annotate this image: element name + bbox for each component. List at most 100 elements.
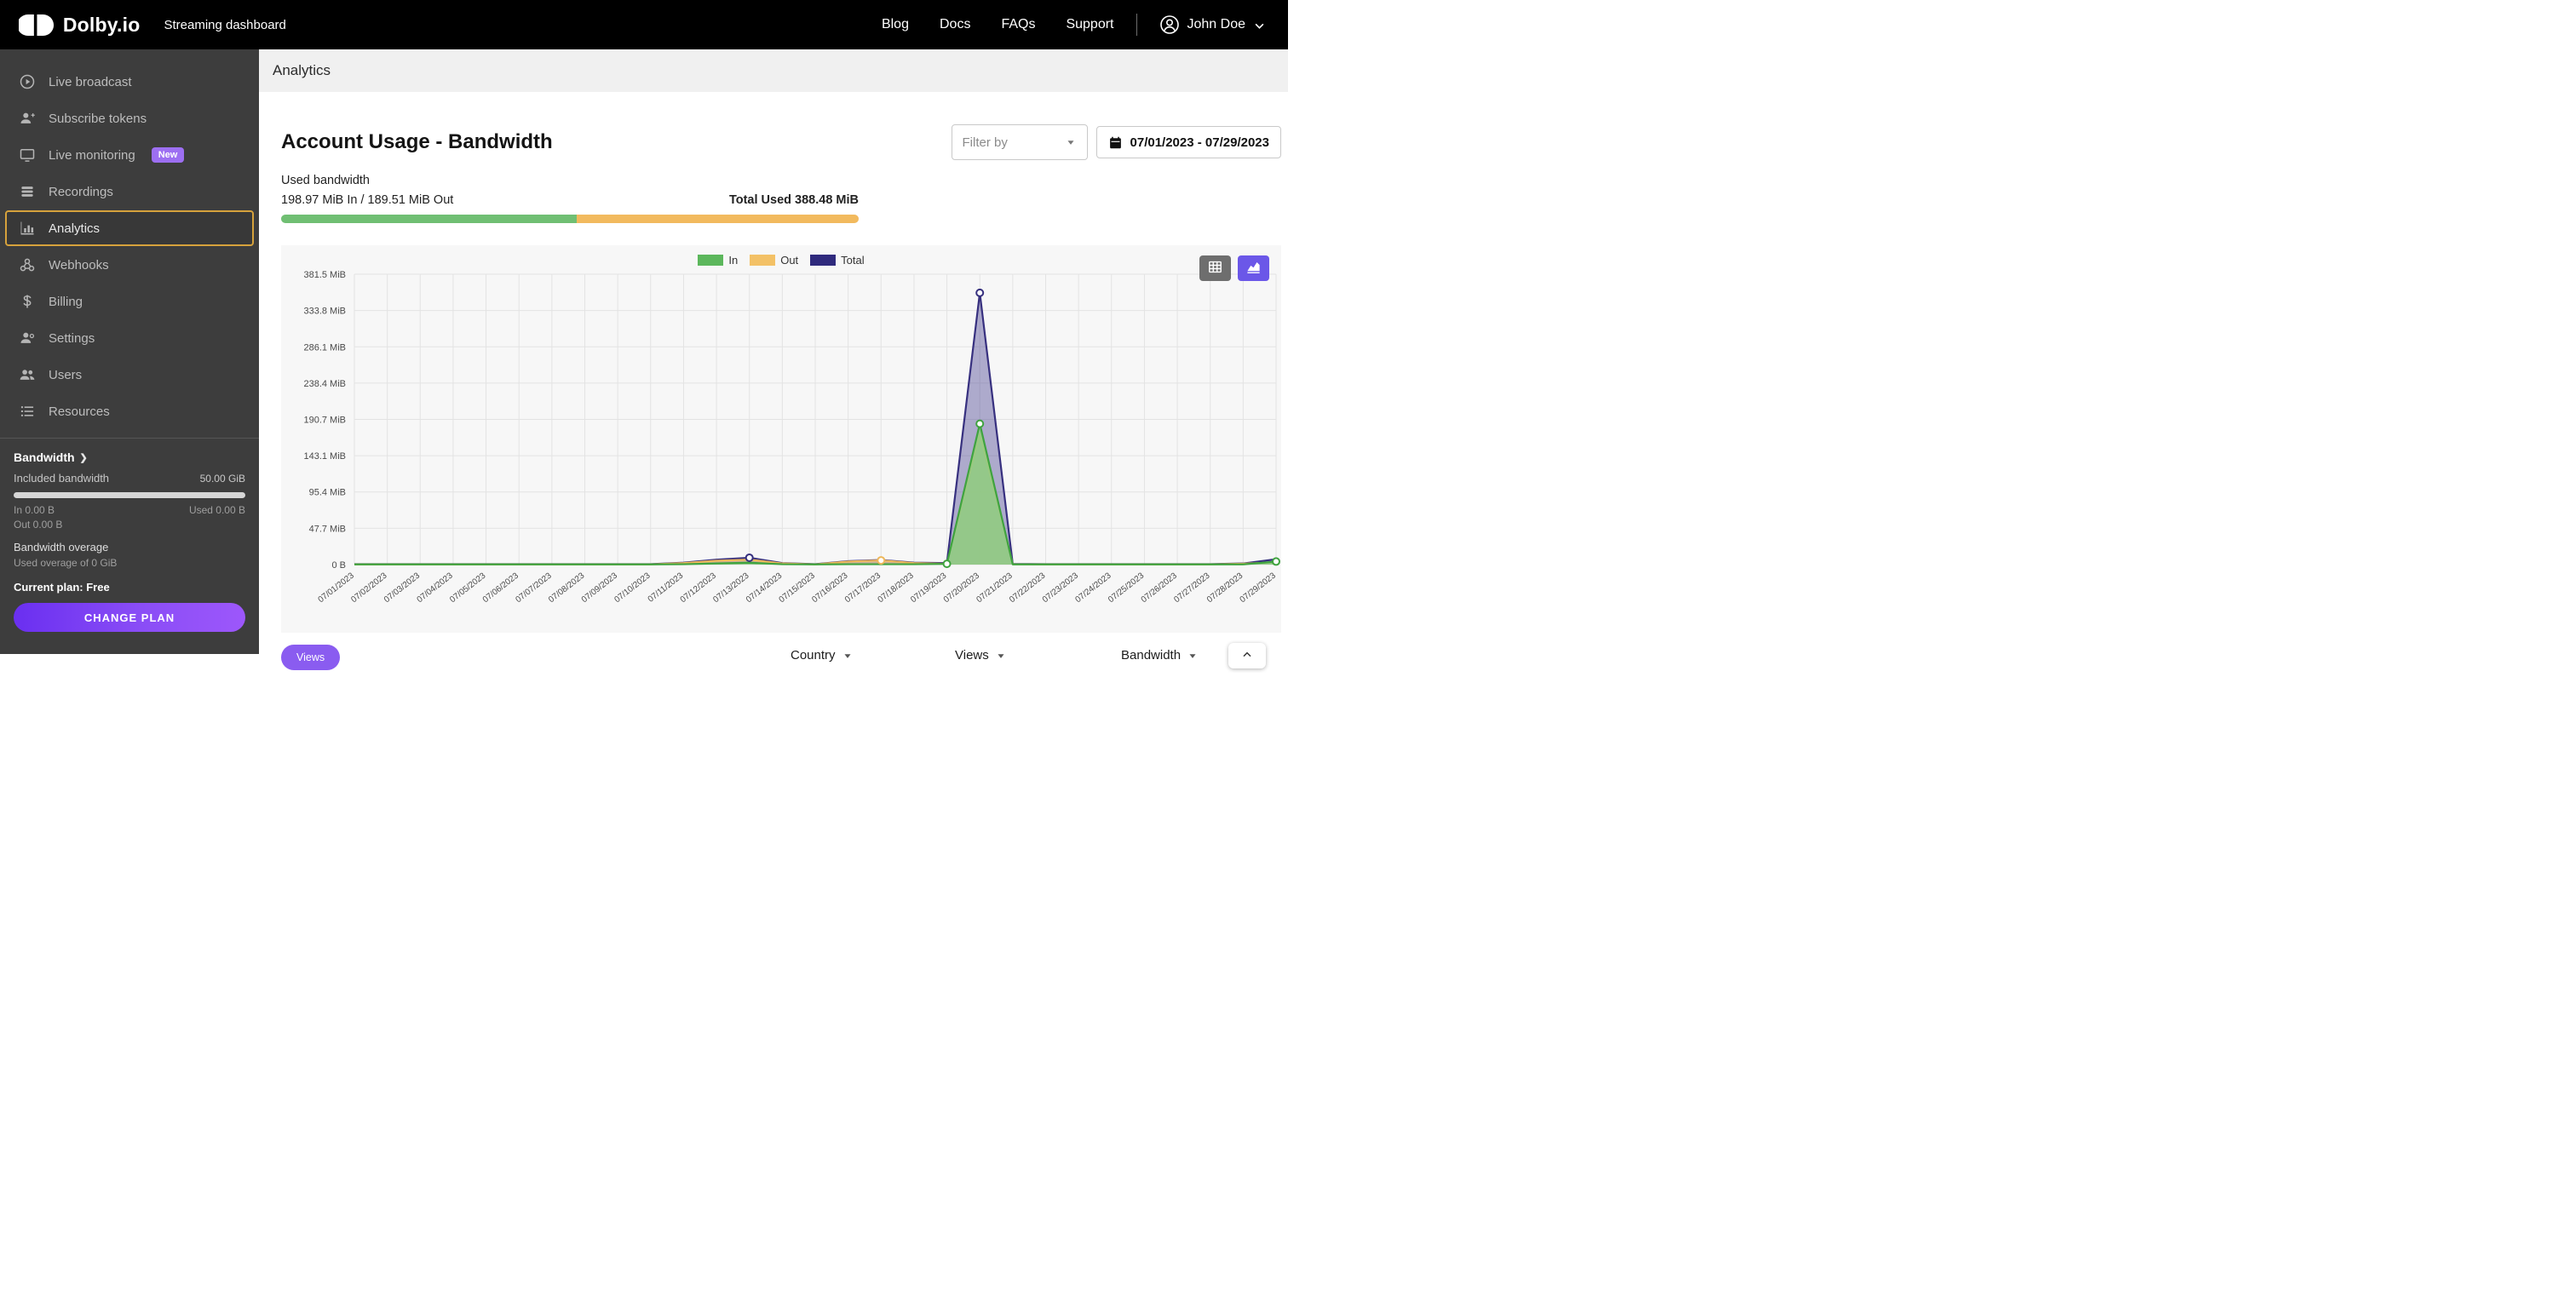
resources-icon — [19, 403, 36, 420]
column-header-bandwidth[interactable]: Bandwidth — [1121, 648, 1199, 663]
bandwidth-progress-bar — [14, 492, 245, 498]
user-avatar-icon — [1159, 14, 1180, 35]
legend-label: Total — [841, 253, 865, 267]
calendar-icon — [1108, 135, 1123, 150]
dolby-logo[interactable]: Dolby.io — [19, 14, 140, 37]
in-out-value: 198.97 MiB In / 189.51 MiB Out — [281, 193, 454, 207]
sidebar-item-label: Live broadcast — [49, 74, 132, 89]
bandwidth-section-title: Bandwidth — [14, 450, 75, 464]
legend-swatch — [750, 254, 776, 266]
settings-icon — [19, 330, 36, 347]
svg-text:07/29/2023: 07/29/2023 — [1239, 571, 1279, 605]
top-nav: Blog Docs FAQs Support — [882, 17, 1114, 32]
table-view-button[interactable] — [1199, 255, 1231, 281]
column-header-label: Bandwidth — [1121, 648, 1182, 663]
section-title: Account Usage - Bandwidth — [281, 130, 553, 153]
svg-text:286.1 MiB: 286.1 MiB — [303, 342, 346, 353]
column-header-label: Views — [955, 648, 989, 663]
included-bandwidth-value: 50.00 GiB — [199, 472, 245, 485]
sidebar-item-analytics[interactable]: Analytics — [5, 210, 254, 246]
svg-text:07/10/2023: 07/10/2023 — [612, 571, 653, 605]
brand-name: Dolby.io — [62, 13, 141, 36]
legend-item-in: In — [698, 254, 738, 267]
chevron-down-icon — [1253, 18, 1266, 32]
svg-text:333.8 MiB: 333.8 MiB — [303, 307, 346, 317]
nav-link-support[interactable]: Support — [1066, 17, 1114, 32]
sidebar-item-live-broadcast[interactable]: Live broadcast — [5, 64, 254, 100]
legend-item-total: Total — [810, 253, 865, 267]
column-header-views[interactable]: Views — [955, 648, 1007, 663]
svg-text:0 B: 0 B — [331, 560, 346, 571]
broadcast-icon — [19, 73, 36, 90]
dolby-logo-icon — [19, 14, 55, 36]
header-divider — [1136, 14, 1137, 36]
legend-swatch — [698, 254, 724, 266]
column-header-label: Country — [791, 648, 836, 663]
used-bandwidth-label: Used bandwidth — [281, 174, 370, 187]
svg-text:190.7 MiB: 190.7 MiB — [303, 416, 346, 426]
usage-progress-bar — [281, 215, 859, 223]
sidebar-item-users[interactable]: Users — [5, 357, 254, 393]
bandwidth-section-link[interactable]: Bandwidth ❯ — [14, 450, 245, 464]
table-icon — [1207, 259, 1223, 278]
current-plan-label: Current plan: Free — [14, 581, 110, 594]
nav-link-blog[interactable]: Blog — [881, 17, 909, 32]
sidebar-item-settings[interactable]: Settings — [5, 320, 254, 356]
sidebar-nav: Live broadcast Subscribe tokens Live monit… — [0, 63, 259, 430]
views-tab-button[interactable]: Views — [281, 645, 341, 670]
bandwidth-chart-panel: In Out Total 0 B 47.7 MiB 95.4 MiB 143.1 MiB 1… — [281, 245, 1281, 633]
svg-text:95.4 MiB: 95.4 MiB — [309, 488, 346, 498]
bandwidth-used-value: Used 0.00 B — [188, 504, 245, 516]
filter-by-dropdown[interactable]: Filter by — [951, 124, 1088, 160]
chart-view-button[interactable] — [1238, 255, 1269, 281]
user-name: John Doe — [1187, 17, 1246, 32]
column-header-country[interactable]: Country — [791, 648, 854, 663]
usage-bar-in — [281, 215, 578, 223]
sidebar-item-webhooks[interactable]: Webhooks — [5, 247, 254, 283]
sidebar-item-label: Recordings — [49, 184, 113, 199]
included-bandwidth-label: Included bandwidth — [14, 472, 110, 485]
change-plan-button[interactable]: CHANGE PLAN — [14, 603, 245, 632]
svg-text:47.7 MiB: 47.7 MiB — [309, 524, 346, 534]
date-range-picker[interactable]: 07/01/2023 - 07/29/2023 — [1095, 126, 1281, 158]
scroll-to-top-button[interactable] — [1228, 643, 1266, 668]
sidebar-item-label: Users — [49, 367, 83, 382]
sidebar-item-label: Resources — [49, 404, 110, 419]
main-content: Analytics Account Usage - Bandwidth Filt… — [259, 49, 1288, 670]
nav-link-docs[interactable]: Docs — [939, 17, 971, 32]
chart-legend: In Out Total — [281, 245, 1281, 267]
sidebar-item-label: Webhooks — [49, 257, 109, 272]
chevron-up-icon — [1240, 648, 1254, 664]
legend-swatch — [810, 254, 837, 266]
sidebar-item-label: Analytics — [49, 221, 101, 236]
subscribe-tokens-icon — [19, 110, 36, 127]
usage-summary: Used bandwidth 198.97 MiB In / 189.51 Mi… — [281, 174, 859, 223]
svg-text:381.5 MiB: 381.5 MiB — [303, 270, 346, 280]
nav-link-faqs[interactable]: FAQs — [1001, 17, 1036, 32]
sidebar-plan-summary: Bandwidth ❯ Included bandwidth 50.00 GiB… — [0, 438, 259, 654]
filter-by-placeholder: Filter by — [962, 135, 1008, 150]
bandwidth-chart: 0 B 47.7 MiB 95.4 MiB 143.1 MiB 190.7 MiB 238… — [303, 270, 1280, 605]
total-used-value: Total Used 388.48 MiB — [728, 193, 859, 207]
new-badge: New — [151, 147, 185, 163]
sidebar-item-label: Live monitoring — [49, 147, 135, 163]
caret-down-icon — [1187, 650, 1199, 662]
sidebar-item-recordings[interactable]: Recordings — [5, 174, 254, 209]
bandwidth-in-value: In 0.00 B — [14, 504, 55, 516]
sidebar-item-live-monitoring[interactable]: Live monitoring New — [5, 137, 254, 173]
overage-detail: Used overage of 0 GiB — [14, 557, 118, 569]
sidebar-item-label: Billing — [49, 294, 83, 309]
billing-icon — [19, 293, 36, 310]
user-menu[interactable]: John Doe — [1159, 14, 1267, 35]
table-controls-row: Views Country Views Bandwidth — [281, 643, 1281, 677]
legend-item-out: Out — [750, 254, 798, 267]
legend-label: Out — [780, 253, 799, 267]
chart-view-toggles — [1199, 255, 1269, 281]
sidebar-item-resources[interactable]: Resources — [5, 393, 254, 429]
overage-title: Bandwidth overage — [14, 541, 109, 554]
app-subtitle: Streaming dashboard — [164, 17, 286, 32]
sidebar-item-subscribe-tokens[interactable]: Subscribe tokens — [5, 100, 254, 136]
sidebar: Live broadcast Subscribe tokens Live monit… — [0, 49, 259, 654]
caret-down-icon — [842, 650, 854, 662]
sidebar-item-billing[interactable]: Billing — [5, 284, 254, 319]
